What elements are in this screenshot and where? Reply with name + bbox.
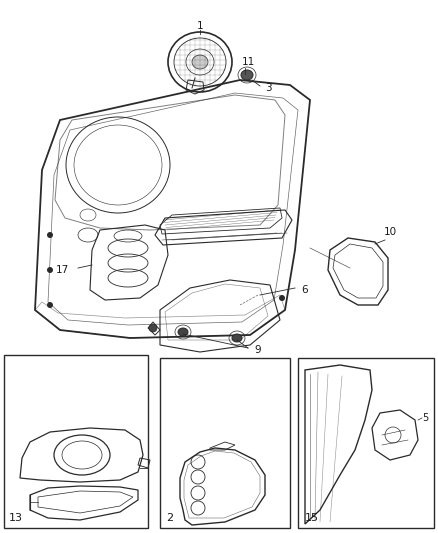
Ellipse shape [149, 324, 157, 332]
Ellipse shape [232, 334, 242, 342]
Text: 1: 1 [197, 21, 203, 31]
Bar [298, 358, 434, 528]
Text: 5: 5 [422, 413, 428, 423]
Text: 2: 2 [166, 513, 173, 523]
Ellipse shape [241, 70, 253, 80]
Text: 15: 15 [305, 513, 319, 523]
Ellipse shape [47, 302, 53, 308]
Ellipse shape [47, 232, 53, 238]
Text: 3: 3 [265, 83, 271, 93]
Text: 6: 6 [302, 285, 308, 295]
Ellipse shape [47, 267, 53, 273]
Text: 17: 17 [55, 265, 69, 275]
Ellipse shape [178, 328, 188, 336]
Bar [4, 355, 148, 528]
Bar [160, 358, 290, 528]
Text: 10: 10 [383, 227, 396, 237]
Text: 11: 11 [241, 57, 254, 67]
Text: 13: 13 [9, 513, 23, 523]
Ellipse shape [192, 55, 208, 69]
Text: 9: 9 [254, 345, 261, 355]
Ellipse shape [279, 295, 285, 301]
